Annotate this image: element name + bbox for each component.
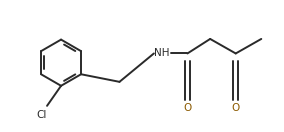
Text: O: O [231,103,240,113]
Text: NH: NH [154,48,170,58]
Text: Cl: Cl [37,110,47,120]
Text: O: O [183,103,192,113]
